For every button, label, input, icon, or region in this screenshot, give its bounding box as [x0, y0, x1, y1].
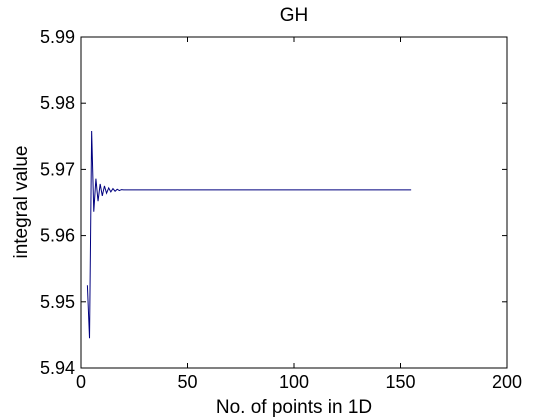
y-axis-title: integral value [11, 145, 32, 258]
x-tick-label: 150 [385, 372, 415, 392]
x-tick-label: 50 [177, 372, 197, 392]
y-tick-label: 5.96 [40, 226, 75, 246]
y-tick-label: 5.95 [40, 292, 75, 312]
y-tick-label: 5.99 [40, 27, 75, 47]
y-tick-label: 5.98 [40, 93, 75, 113]
chart-title: GH [280, 5, 309, 26]
x-axis-title: No. of points in 1D [216, 397, 372, 418]
series-line [86, 130, 412, 339]
x-tick-label: 100 [279, 372, 309, 392]
y-tick-label: 5.97 [40, 159, 75, 179]
x-tick-label: 0 [76, 372, 86, 392]
x-tick-label: 200 [492, 372, 522, 392]
plot-area [80, 36, 508, 369]
y-tick-label: 5.94 [40, 358, 75, 378]
